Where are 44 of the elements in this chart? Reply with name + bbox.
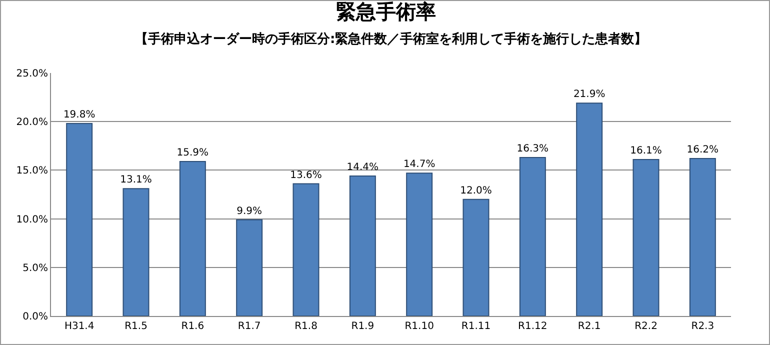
y-tick-label: 15.0% [16, 166, 48, 177]
bar [576, 102, 603, 316]
bar [292, 183, 320, 316]
x-tick-label: R1.11 [461, 321, 491, 332]
data-label: 16.2% [686, 144, 719, 156]
chart-title: 緊急手術率 [336, 0, 436, 24]
y-tick-label: 0.0% [22, 312, 48, 322]
x-tick-label: R1.5 [124, 321, 148, 332]
data-label: 16.1% [630, 146, 662, 157]
bar [122, 188, 150, 316]
data-label: 14.4% [346, 162, 379, 174]
data-label: 14.7% [403, 159, 436, 170]
x-tick-label: H31.4 [64, 321, 94, 332]
bar [66, 123, 93, 316]
y-tick-label: 25.0% [16, 68, 48, 80]
bar [179, 160, 206, 316]
bar [236, 219, 263, 316]
x-tick-label: R1.6 [181, 321, 204, 332]
x-tick-label: R2.1 [578, 321, 601, 332]
data-label: 21.9% [573, 89, 606, 100]
chart-subtitle: 【手術申込オーダー時の手術区分:緊急件数／手術室を利用して手術を施行した患者数】 [135, 31, 648, 47]
y-tick-label: 20.0% [16, 117, 48, 128]
x-tick-label: R1.7 [238, 321, 261, 332]
x-tick-label: R2.2 [634, 321, 658, 332]
y-tick-label: 5.0% [22, 262, 48, 274]
data-label: 13.1% [120, 174, 152, 186]
bar [632, 159, 660, 316]
y-tick-label: 10.0% [16, 214, 48, 226]
data-label: 16.3% [516, 144, 549, 155]
data-label: 9.9% [236, 206, 262, 217]
x-tick-label: R2.3 [691, 321, 714, 332]
x-tick-label: R1.12 [518, 321, 548, 332]
x-tick-label: R1.8 [294, 321, 318, 332]
bar [519, 157, 546, 316]
bar [689, 158, 716, 316]
bar [462, 198, 490, 316]
data-label: 15.9% [176, 147, 209, 158]
data-label: 13.6% [290, 170, 322, 181]
bar [349, 176, 376, 316]
x-tick-label: R1.10 [404, 321, 434, 332]
x-tick-label: R1.9 [351, 321, 374, 332]
bar [406, 172, 433, 316]
data-label: 12.0% [460, 185, 492, 196]
data-label: 19.8% [63, 110, 96, 121]
